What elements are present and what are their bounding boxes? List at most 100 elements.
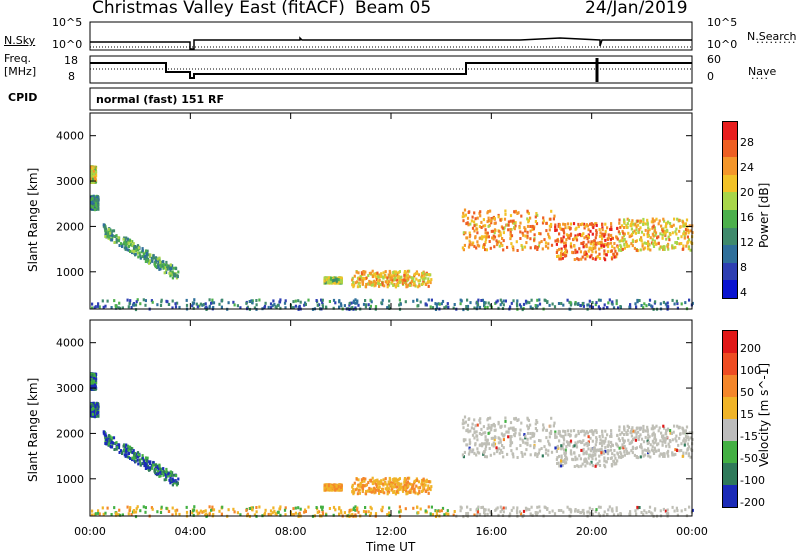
power-cell xyxy=(684,231,687,235)
power-cell xyxy=(673,302,676,306)
power-cell xyxy=(688,224,691,228)
velocity-cell xyxy=(378,491,381,495)
velocity-cell xyxy=(628,451,631,455)
power-cell xyxy=(640,238,643,242)
power-cell xyxy=(632,222,635,226)
power-cell xyxy=(642,220,645,224)
velocity-cell xyxy=(502,506,505,510)
power-cell xyxy=(487,224,490,228)
power-cell xyxy=(387,273,390,277)
power-cell xyxy=(626,222,629,226)
power-cell xyxy=(595,224,598,227)
velocity-cell xyxy=(397,481,400,485)
power-cell xyxy=(607,242,610,246)
velocity-cell xyxy=(134,456,137,460)
velocity-cell xyxy=(340,511,343,515)
power-cell xyxy=(656,236,659,240)
power-cell xyxy=(101,299,104,303)
power-cell xyxy=(437,302,440,306)
velocity-cell xyxy=(365,489,368,493)
power-cell xyxy=(567,234,571,238)
velocity-cell xyxy=(395,490,399,494)
power-cell xyxy=(283,301,287,305)
power-cell xyxy=(269,302,273,306)
power-cell xyxy=(588,299,591,303)
velocity-cell xyxy=(665,432,668,435)
power-cell xyxy=(691,301,694,305)
power-cell xyxy=(510,234,514,238)
velocity-cell xyxy=(616,433,619,437)
power-cell xyxy=(534,220,537,223)
power-cell xyxy=(410,276,413,280)
velocity-cell xyxy=(157,472,160,476)
velocity-cell xyxy=(498,451,501,455)
power-cell xyxy=(151,259,154,263)
power-cell xyxy=(561,252,564,256)
power-cell xyxy=(513,221,516,225)
power-cell xyxy=(406,273,409,277)
velocity-cell xyxy=(623,444,626,448)
velocity-cell xyxy=(465,513,468,517)
velocity-cell xyxy=(339,509,343,513)
power-cell xyxy=(493,221,496,225)
power-cell xyxy=(595,301,598,305)
power-cell xyxy=(363,277,366,281)
velocity-cell xyxy=(364,477,367,481)
power-cell xyxy=(596,241,599,245)
velocity-cell xyxy=(481,505,484,509)
velocity-cell xyxy=(323,484,326,488)
power-cell xyxy=(367,274,370,278)
nsky-label: N.Sky xyxy=(4,34,36,47)
velocity-cell xyxy=(529,512,532,516)
power-cell xyxy=(685,218,689,222)
velocity-cell xyxy=(199,509,202,513)
velocity-cell xyxy=(614,462,617,466)
power-cell xyxy=(126,237,129,241)
power-cell xyxy=(585,245,588,249)
velocity-cell xyxy=(667,512,670,516)
velocity-cell xyxy=(536,420,539,424)
velocity-cell xyxy=(125,449,128,453)
power-cell xyxy=(609,227,612,231)
power-cell xyxy=(486,211,489,215)
power-cell xyxy=(392,283,395,287)
velocity-cell xyxy=(119,513,122,517)
velocity-cell xyxy=(554,432,557,436)
power-cell xyxy=(663,219,666,223)
velocity-cell xyxy=(534,452,537,456)
power-cell xyxy=(581,233,584,237)
velocity-cell xyxy=(587,447,590,451)
velocity-cell xyxy=(392,480,395,483)
power-cell xyxy=(657,235,660,239)
velocity-cell xyxy=(635,446,638,450)
velocity-cell xyxy=(371,490,374,493)
power-cell xyxy=(390,276,393,280)
velocity-cell xyxy=(600,447,603,451)
power-cell xyxy=(648,228,651,232)
velocity-cell xyxy=(590,454,593,458)
velocity-cell xyxy=(509,435,512,438)
power-cell xyxy=(586,237,589,241)
power-cell xyxy=(498,244,501,248)
velocity-cell xyxy=(426,487,430,491)
velocity-cell xyxy=(128,445,132,449)
power-cell xyxy=(533,233,536,237)
velocity-cell xyxy=(366,489,370,493)
power-cell xyxy=(515,302,519,306)
velocity-cell xyxy=(595,440,598,444)
velocity-cell xyxy=(626,424,629,428)
power-cell xyxy=(496,241,499,245)
velocity-cell xyxy=(544,448,548,452)
power-cell xyxy=(607,301,610,305)
velocity-cell xyxy=(117,443,120,447)
power-cell xyxy=(398,281,401,284)
power-cell xyxy=(633,229,636,233)
power-cell xyxy=(106,232,109,236)
power-cell xyxy=(544,241,548,245)
velocity-cell xyxy=(139,463,142,467)
power-cell xyxy=(611,236,614,240)
velocity-cell xyxy=(466,428,469,432)
velocity-cell xyxy=(555,435,558,439)
power-cell xyxy=(476,216,479,220)
velocity-cell xyxy=(499,505,502,509)
